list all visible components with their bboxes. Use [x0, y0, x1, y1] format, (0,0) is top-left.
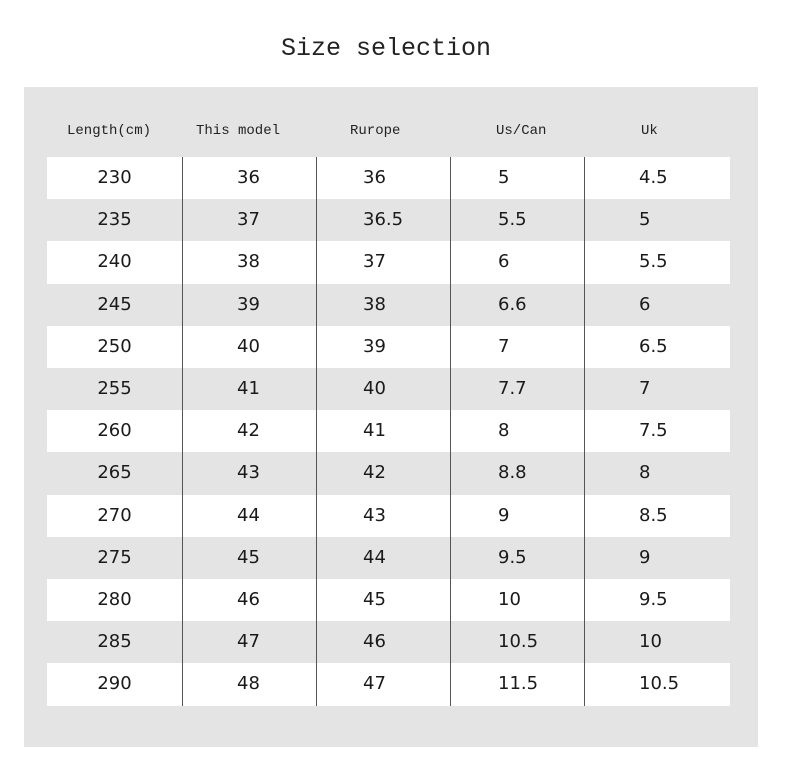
table-row: 280 46 45 10 9.5 — [47, 579, 730, 622]
table-cell: 6 — [639, 293, 651, 315]
table-row: 230 36 36 5 4.5 — [47, 157, 730, 200]
table-cell: 36.5 — [363, 209, 404, 231]
table-cell: 46 — [237, 589, 260, 610]
table-cell: 9 — [639, 546, 651, 568]
column-header: Us/Can — [496, 123, 547, 139]
table-cell: 7 — [498, 335, 510, 357]
table-cell: 250 — [97, 335, 132, 357]
table-cell: 6.5 — [639, 335, 668, 357]
table-row: 270 44 43 9 8.5 — [47, 494, 730, 537]
table-row: 235 37 36.5 5.5 5 — [47, 199, 730, 242]
table-cell: 39 — [237, 293, 260, 315]
table-cell: 45 — [363, 589, 386, 610]
table-cell: 37 — [363, 251, 386, 273]
table-cell: 38 — [363, 293, 386, 315]
table-cell: 290 — [97, 673, 132, 695]
table-cell: 235 — [97, 209, 132, 231]
table-cell: 7.5 — [639, 420, 668, 442]
column-header: Uk — [641, 123, 658, 139]
table-row: 255 41 40 7.7 7 — [47, 368, 730, 411]
table-cell: 44 — [237, 504, 260, 526]
table-cell: 11.5 — [498, 673, 539, 695]
table-cell: 41 — [237, 378, 260, 399]
table-cell: 41 — [363, 420, 386, 442]
table-cell: 5.5 — [639, 251, 668, 273]
table-cell: 7.7 — [498, 378, 527, 399]
table-cell: 42 — [237, 420, 260, 442]
table-cell: 10.5 — [639, 673, 680, 695]
column-divider — [316, 157, 317, 706]
table-cell: 48 — [237, 673, 260, 695]
page-title: Size selection — [280, 34, 492, 63]
table-cell: 47 — [237, 631, 260, 653]
table-cell: 36 — [237, 167, 260, 188]
table-cell: 5 — [498, 167, 510, 188]
table-cell: 8 — [639, 462, 651, 484]
table-cell: 10.5 — [498, 631, 539, 653]
table-cell: 240 — [97, 251, 132, 273]
table-cell: 275 — [97, 546, 132, 568]
table-row: 275 45 44 9.5 9 — [47, 536, 730, 579]
column-header: Length(cm) — [67, 123, 152, 139]
table-cell: 10 — [498, 589, 521, 610]
table-cell: 36 — [363, 167, 386, 188]
table-cell: 285 — [97, 631, 132, 653]
table-cell: 44 — [363, 546, 386, 568]
table-row: 285 47 46 10.5 10 — [47, 621, 730, 664]
table-cell: 43 — [237, 462, 260, 484]
column-header: This model — [196, 123, 281, 139]
table-cell: 280 — [97, 589, 132, 610]
table-cell: 245 — [97, 293, 132, 315]
table-cell: 8.5 — [639, 504, 668, 526]
table-cell: 45 — [237, 546, 260, 568]
table-cell: 5.5 — [498, 209, 527, 231]
table-cell: 10 — [639, 631, 662, 653]
column-divider — [584, 157, 585, 706]
table-cell: 230 — [97, 167, 132, 188]
table-cell: 40 — [237, 335, 260, 357]
table-cell: 6 — [498, 251, 510, 273]
table-cell: 40 — [363, 378, 386, 399]
table-row: 290 48 47 11.5 10.5 — [47, 663, 730, 706]
table-cell: 39 — [363, 335, 386, 357]
column-divider — [182, 157, 183, 706]
table-row: 250 40 39 7 6.5 — [47, 325, 730, 368]
table-row: 245 39 38 6.6 6 — [47, 283, 730, 326]
table-cell: 255 — [97, 378, 132, 399]
table-cell: 7 — [639, 378, 651, 399]
table-cell: 42 — [363, 462, 386, 484]
table-row: 240 38 37 6 5.5 — [47, 241, 730, 284]
table-cell: 6.6 — [498, 293, 527, 315]
table-cell: 9.5 — [498, 546, 527, 568]
table-cell: 260 — [97, 420, 132, 442]
table-cell: 8.8 — [498, 462, 527, 484]
table-row: 260 42 41 8 7.5 — [47, 410, 730, 453]
table-cell: 265 — [97, 462, 132, 484]
column-divider — [450, 157, 451, 706]
table-cell: 9 — [498, 504, 510, 526]
table-cell: 9.5 — [639, 589, 668, 610]
table-row: 265 43 42 8.8 8 — [47, 452, 730, 495]
table-cell: 43 — [363, 504, 386, 526]
table-cell: 4.5 — [639, 167, 668, 188]
table-cell: 8 — [498, 420, 510, 442]
table-cell: 5 — [639, 209, 651, 231]
table-cell: 47 — [363, 673, 386, 695]
table-cell: 270 — [97, 504, 132, 526]
table-cell: 38 — [237, 251, 260, 273]
table-cell: 37 — [237, 209, 260, 231]
column-header: Rurope — [350, 123, 401, 139]
table-cell: 46 — [363, 631, 386, 653]
